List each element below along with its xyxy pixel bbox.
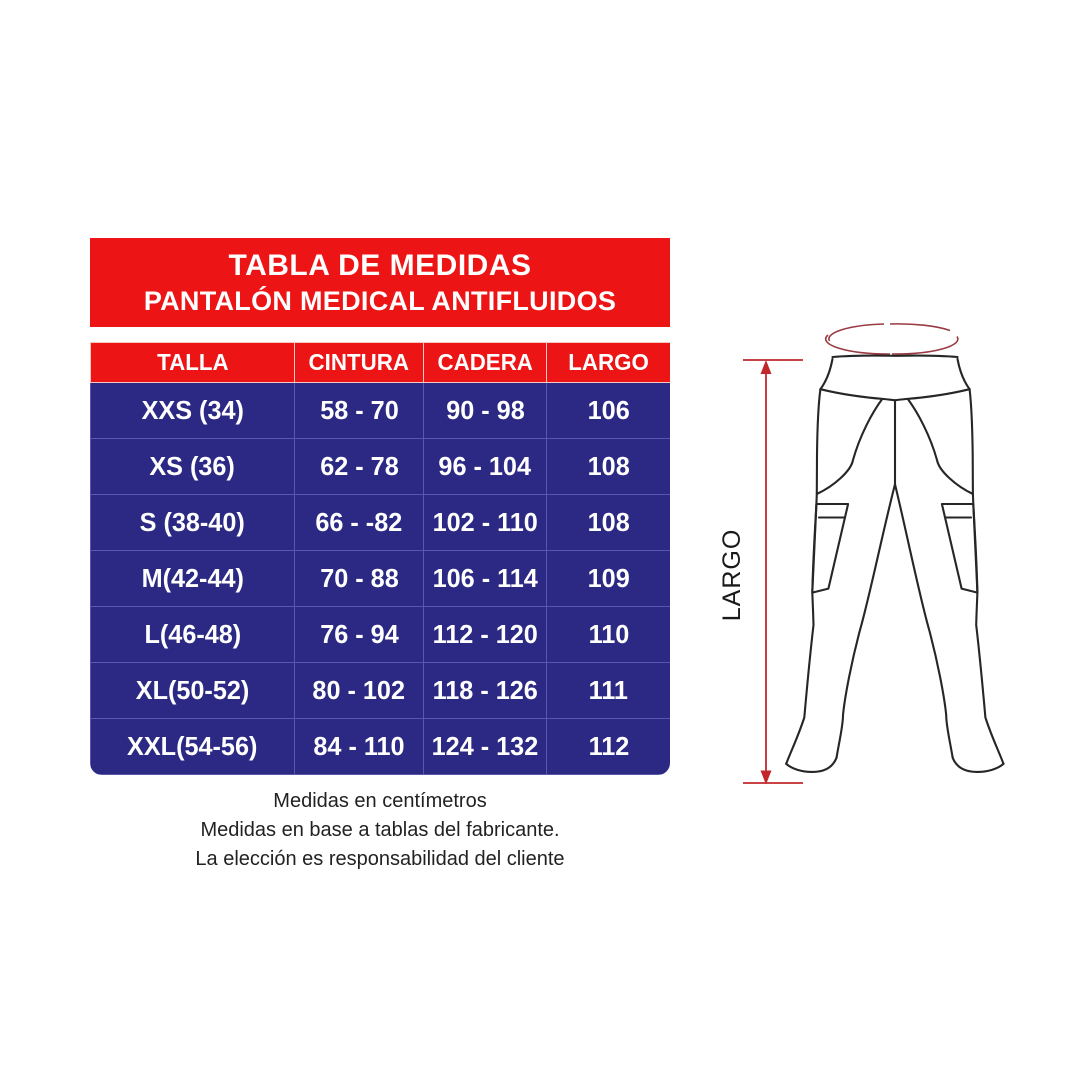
svg-text:LARGO: LARGO: [718, 529, 746, 622]
